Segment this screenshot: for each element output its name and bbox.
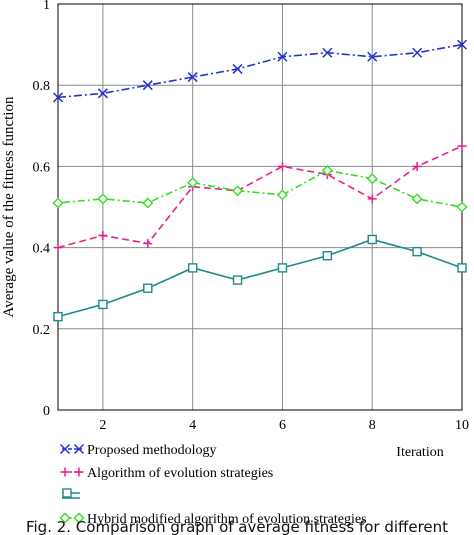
y-tick-label: 0 [43, 404, 50, 419]
series-line [57, 43, 463, 99]
legend-label: Algorithm of evolution strategies [87, 466, 273, 481]
data-point [277, 263, 288, 273]
data-point [97, 193, 109, 205]
data-point [59, 512, 71, 524]
series-3 [53, 234, 467, 322]
legend-entry: Algorithm of evolution strategies [60, 466, 273, 481]
data-point [143, 283, 153, 293]
data-point [59, 443, 71, 455]
data-point [142, 80, 153, 91]
data-point [74, 467, 84, 477]
data-point [97, 88, 108, 99]
series-1 [52, 39, 468, 103]
data-point [412, 161, 422, 171]
data-point [73, 512, 85, 524]
data-point [53, 311, 63, 322]
data-point [98, 299, 108, 310]
legend-entry: Hybrid modified algorithm of evolution s… [59, 512, 367, 527]
data-point [232, 275, 243, 285]
data-point [142, 197, 154, 209]
data-point [367, 51, 378, 62]
x-tick-label: 8 [369, 418, 376, 433]
x-tick-label: 10 [455, 418, 469, 433]
figure-caption: Fig. 2. Comparison graph of average fitn… [25, 519, 449, 535]
data-point [412, 47, 423, 58]
data-point [53, 243, 63, 253]
data-point [456, 201, 468, 213]
legend-entry: Proposed methodology [59, 443, 217, 458]
series-2 [53, 141, 467, 253]
series-4 [52, 164, 468, 213]
data-point [276, 189, 288, 201]
data-point [52, 92, 64, 103]
x-tick-label: 2 [99, 418, 106, 433]
y-tick-label: 0.2 [33, 323, 51, 338]
y-tick-label: 0.8 [33, 79, 51, 94]
legend-entry [62, 488, 80, 499]
data-point [187, 177, 199, 189]
data-point [277, 161, 287, 171]
data-point [277, 51, 288, 62]
data-point [187, 72, 198, 83]
data-point [322, 251, 333, 261]
data-point [98, 230, 108, 240]
data-point [232, 185, 244, 197]
grid [58, 3, 463, 411]
data-point [457, 141, 467, 151]
data-point [411, 193, 423, 205]
data-point [366, 173, 378, 185]
data-point [456, 39, 468, 50]
data-point [412, 246, 422, 257]
data-point [367, 234, 377, 245]
series-line [57, 238, 463, 318]
y-tick-label: 0.6 [33, 160, 51, 175]
data-point [232, 63, 243, 74]
data-point [457, 263, 467, 273]
plot-area [57, 3, 463, 411]
data-point [187, 263, 198, 273]
data-point [52, 197, 64, 209]
x-tick-label: 4 [189, 418, 196, 433]
series-line [57, 169, 463, 208]
data-point [322, 47, 333, 58]
legend: Proposed methodology Algorithm of evoluti… [59, 443, 367, 527]
data-point [321, 164, 333, 176]
series-line [57, 145, 463, 249]
x-tick-label: 6 [279, 418, 286, 433]
data-point [60, 467, 70, 477]
legend-label: Proposed methodology [87, 443, 217, 458]
legend-label: Hybrid modified algorithm of evolution s… [87, 512, 367, 527]
y-tick-label: 0.4 [33, 242, 51, 257]
data-point [143, 239, 153, 249]
data-point [73, 443, 85, 455]
y-tick-label: 1 [43, 0, 50, 13]
y-axis-label: Average value of the fitness function [1, 96, 17, 317]
x-axis-label: Iteration [396, 445, 443, 460]
axis-ticks: 0 0.2 0.4 0.6 0.8 1 2 4 6 8 10 [33, 0, 470, 433]
series-group [52, 39, 468, 322]
data-point [367, 194, 377, 204]
